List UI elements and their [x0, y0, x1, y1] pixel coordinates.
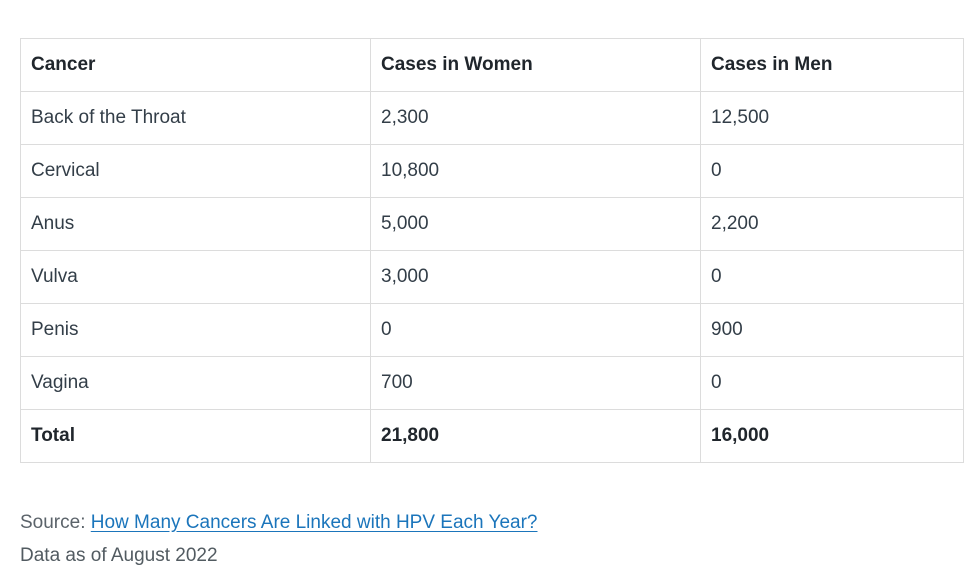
cases-women-cell: 3,000 — [370, 250, 701, 304]
cases-men-cell: 12,500 — [700, 91, 964, 145]
total-label-cell: Total — [20, 409, 371, 463]
table-header-row: Cancer Cases in Women Cases in Men — [20, 38, 964, 92]
cancer-cases-table: Cancer Cases in Women Cases in Men Back … — [20, 38, 964, 463]
cases-men-cell: 900 — [700, 303, 964, 357]
cases-men-cell: 0 — [700, 356, 964, 410]
cases-women-cell: 5,000 — [370, 197, 701, 251]
column-header-cancer: Cancer — [20, 38, 371, 92]
total-women-cell: 21,800 — [370, 409, 701, 463]
cases-men-cell: 0 — [700, 250, 964, 304]
cases-women-cell: 10,800 — [370, 144, 701, 198]
data-as-of-text: Data as of August 2022 — [20, 545, 218, 566]
cases-women-cell: 2,300 — [370, 91, 701, 145]
table-row: Penis 0 900 — [20, 303, 964, 357]
cancer-name-cell: Back of the Throat — [20, 91, 371, 145]
cancer-name-cell: Cervical — [20, 144, 371, 198]
table-row: Cervical 10,800 0 — [20, 144, 964, 198]
column-header-cases-women: Cases in Women — [370, 38, 701, 92]
table-row: Anus 5,000 2,200 — [20, 197, 964, 251]
cases-women-cell: 700 — [370, 356, 701, 410]
source-line: Source: How Many Cancers Are Linked with… — [20, 506, 538, 539]
source-label: Source: — [20, 512, 86, 533]
cancer-name-cell: Anus — [20, 197, 371, 251]
table-row: Vagina 700 0 — [20, 356, 964, 410]
cancer-cases-table-container: Cancer Cases in Women Cases in Men Back … — [20, 38, 964, 463]
total-men-cell: 16,000 — [700, 409, 964, 463]
table-row: Vulva 3,000 0 — [20, 250, 964, 304]
table-footer: Source: How Many Cancers Are Linked with… — [20, 506, 538, 572]
cases-men-cell: 2,200 — [700, 197, 964, 251]
column-header-cases-men: Cases in Men — [700, 38, 964, 92]
table-row: Back of the Throat 2,300 12,500 — [20, 91, 964, 145]
cancer-name-cell: Vulva — [20, 250, 371, 304]
cases-men-cell: 0 — [700, 144, 964, 198]
cancer-name-cell: Penis — [20, 303, 371, 357]
table-total-row: Total 21,800 16,000 — [20, 409, 964, 463]
source-link[interactable]: How Many Cancers Are Linked with HPV Eac… — [90, 512, 538, 533]
cases-women-cell: 0 — [370, 303, 701, 357]
cancer-name-cell: Vagina — [20, 356, 371, 410]
